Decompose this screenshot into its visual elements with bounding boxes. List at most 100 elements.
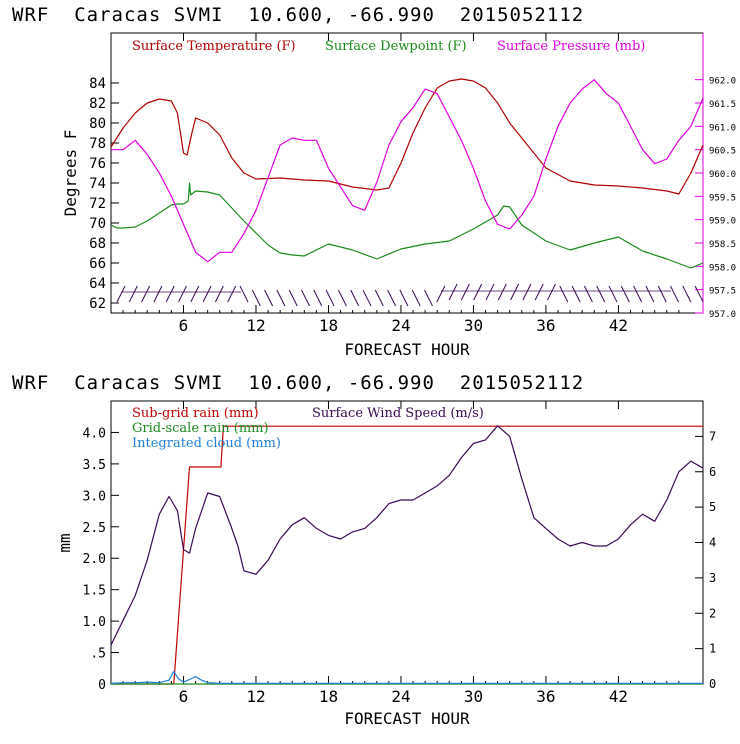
y-tick-label: 68 [89, 236, 106, 252]
wind-barb [436, 285, 446, 303]
x-tick-label: 6 [179, 687, 189, 706]
integrated-cloud-line [110, 670, 703, 685]
wind-barb [633, 285, 643, 303]
top-y-axis-label: Degrees F [61, 130, 80, 217]
x-tick-label: 24 [391, 687, 410, 706]
wind-barb [264, 289, 274, 307]
y-tick-label: 0 [98, 678, 106, 693]
y-tick-label: 82 [89, 96, 106, 112]
wind-speed-line [110, 425, 704, 646]
y-tick-label: 62 [89, 296, 106, 312]
legend-wind-speed: Surface Wind Speed (m/s) [312, 406, 484, 421]
wind-barb [251, 289, 261, 307]
bottom-y2-axis: 0 1 2 3 4 5 6 7 [695, 429, 716, 691]
wind-barb [214, 285, 224, 303]
wind-barb [510, 283, 520, 301]
wind-barb [583, 285, 593, 303]
wind-barb [682, 285, 692, 303]
wind-barb [645, 285, 655, 303]
top-x-axis: 6 12 18 24 30 36 42 [122, 33, 680, 335]
y-tick-label: 84 [89, 76, 106, 92]
top-x-axis-label: FORECAST HOUR [344, 340, 470, 359]
wind-barb [239, 285, 249, 303]
y-tick-label: 1.5 [83, 584, 106, 599]
y2-tick-label: 961.0 [709, 123, 736, 133]
wind-barb [522, 283, 532, 301]
top-plot-frame [110, 32, 704, 314]
y-tick-label: 74 [89, 176, 106, 192]
wind-barb [313, 289, 323, 307]
y-tick-label: 66 [89, 256, 106, 272]
wind-barb [276, 289, 286, 307]
wind-barb [399, 289, 409, 307]
y2-tick-label: 0 [709, 677, 716, 691]
wind-barb [534, 283, 544, 301]
y2-tick-label: 958.5 [709, 240, 736, 250]
wind-barb [165, 285, 175, 303]
y2-tick-label: 960.0 [709, 170, 736, 180]
wind-barb [178, 285, 187, 303]
y-tick-label: 72 [89, 196, 106, 212]
y2-tick-label: 6 [709, 465, 716, 479]
wind-barb [301, 289, 310, 307]
y2-tick-label: 7 [709, 429, 716, 443]
wind-barb [128, 285, 138, 303]
y2-tick-label: 957.5 [709, 287, 736, 297]
y2-tick-label: 958.0 [709, 263, 736, 273]
precip-wind-panel: WRF Caracas SVMI 10.600, -66.990 2015052… [12, 372, 716, 728]
legend-integrated-cloud: Integrated cloud (mm) [132, 436, 281, 451]
x-tick-label: 24 [391, 316, 410, 335]
wind-barb [608, 285, 618, 303]
wind-barb [460, 283, 470, 301]
y2-tick-label: 4 [709, 536, 716, 550]
wind-barb [288, 289, 298, 307]
wind-barb [190, 285, 200, 303]
y2-tick-label: 5 [709, 500, 716, 514]
x-tick-label: 18 [319, 687, 338, 706]
wind-barb [202, 285, 212, 303]
wind-barb [670, 285, 679, 303]
bottom-y-axis-label: mm [55, 533, 74, 552]
wind-barb [497, 283, 507, 301]
wind-barb [596, 285, 606, 303]
y2-tick-label: 959.0 [709, 217, 736, 227]
y-tick-label: 80 [89, 116, 106, 132]
wind-barb [350, 289, 360, 307]
y-tick-label: 78 [89, 136, 106, 152]
y-tick-label: 2.0 [83, 552, 106, 567]
top-chart-title: WRF Caracas SVMI 10.600, -66.990 2015052… [12, 4, 584, 26]
bottom-y-axis: 0 .5 1.0 1.5 2.0 2.5 3.0 3.5 4.0 [83, 426, 119, 693]
x-tick-label: 30 [464, 316, 483, 335]
wind-barb [473, 283, 483, 301]
x-tick-label: 42 [609, 687, 628, 706]
x-tick-label: 36 [536, 316, 555, 335]
wind-barb [141, 285, 151, 303]
y2-tick-label: 2 [709, 606, 716, 620]
wind-barb [337, 289, 347, 307]
legend-gridscale-rain: Grid-scale rain (mm) [132, 421, 269, 436]
wind-barb [620, 285, 630, 303]
y-tick-label: 3.0 [83, 489, 106, 504]
y-tick-label: .5 [90, 647, 106, 662]
wind-barb [571, 285, 581, 303]
legend-temperature: Surface Temperature (F) [132, 39, 296, 54]
bottom-series-lines [110, 425, 704, 685]
bottom-chart-title: WRF Caracas SVMI 10.600, -66.990 2015052… [12, 372, 584, 394]
y-tick-label: 76 [89, 156, 106, 172]
wind-barb [374, 289, 384, 307]
y-tick-label: 1.0 [83, 615, 106, 630]
y2-tick-label: 960.5 [709, 147, 736, 157]
x-tick-label: 42 [609, 316, 628, 335]
pressure-line [111, 79, 704, 263]
top-y-axis: 62 64 66 68 70 72 74 76 78 80 82 84 [89, 76, 119, 312]
wind-barb [153, 285, 163, 303]
y2-tick-label: 957.0 [709, 310, 736, 320]
y-tick-label: 64 [89, 276, 106, 292]
y2-tick-label: 962.0 [709, 77, 736, 87]
x-tick-label: 12 [246, 687, 265, 706]
wind-barb [657, 285, 667, 303]
y-tick-label: 4.0 [83, 426, 106, 441]
y2-tick-label: 3 [709, 571, 716, 585]
wind-barb [485, 283, 495, 301]
wind-barb [325, 289, 335, 307]
